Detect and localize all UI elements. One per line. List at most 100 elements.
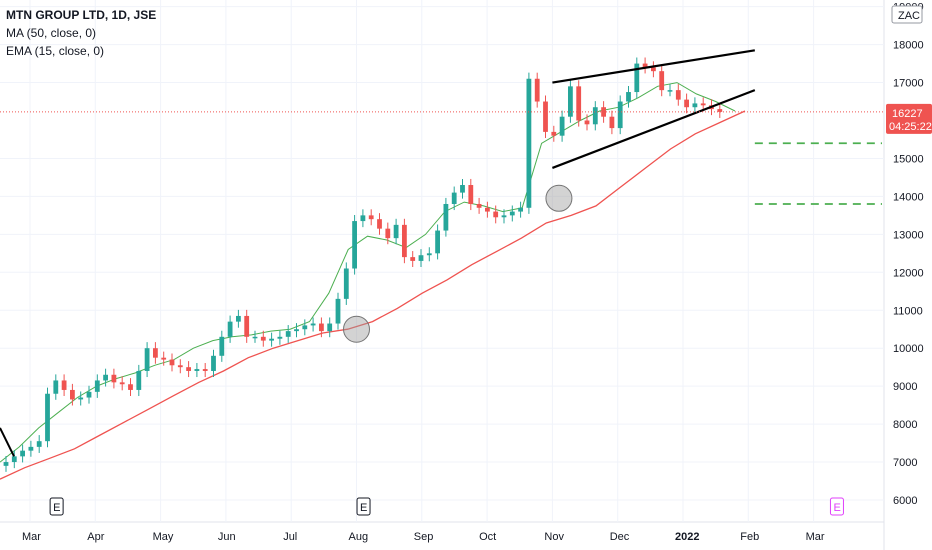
candle-body[interactable] — [518, 207, 523, 212]
candle-body[interactable] — [651, 67, 656, 72]
candle-body[interactable] — [236, 315, 241, 322]
candle-body[interactable] — [435, 230, 440, 254]
candle-body[interactable] — [667, 90, 673, 92]
candle-body[interactable] — [468, 185, 474, 204]
highlight-circle-aug[interactable] — [343, 315, 370, 343]
candle-body[interactable] — [559, 116, 565, 136]
candle-body[interactable] — [136, 370, 142, 390]
candle-body[interactable] — [360, 215, 366, 222]
candle-body[interactable] — [11, 456, 17, 463]
plot-area[interactable] — [0, 0, 884, 522]
candle-body[interactable] — [335, 298, 341, 324]
candle-body[interactable] — [568, 86, 573, 117]
candle-body[interactable] — [61, 380, 67, 390]
candle-body[interactable] — [509, 211, 515, 216]
candle-body[interactable] — [53, 380, 59, 394]
left-partial-trendline[interactable] — [0, 427, 15, 457]
candle-body[interactable] — [202, 369, 208, 371]
ma-indicator-label[interactable]: MA (50, close, 0) — [6, 26, 97, 40]
candle-body[interactable] — [169, 359, 175, 366]
ma50-series-line[interactable] — [0, 110, 746, 480]
candle-body[interactable] — [294, 329, 299, 332]
candle-body[interactable] — [692, 103, 698, 108]
upper-channel-line[interactable] — [552, 49, 756, 84]
candle-body[interactable] — [302, 325, 308, 330]
ema-indicator-label[interactable]: EMA (15, close, 0) — [6, 44, 105, 58]
candle-body[interactable] — [377, 219, 382, 229]
candle-body[interactable] — [418, 255, 424, 261]
candle-body[interactable] — [617, 101, 623, 129]
earnings-marker[interactable] — [356, 497, 371, 516]
candle-body[interactable] — [128, 384, 133, 390]
candle-body[interactable] — [20, 450, 25, 457]
lower-channel-line[interactable] — [552, 89, 756, 169]
candle-body[interactable] — [260, 336, 266, 341]
candle-body[interactable] — [393, 224, 399, 239]
candle-body[interactable] — [675, 90, 681, 100]
candle-body[interactable] — [410, 257, 416, 261]
candle-body[interactable] — [252, 336, 258, 339]
candle-body[interactable] — [319, 323, 324, 332]
chart-title[interactable]: MTN GROUP LTD, 1D, JSE — [6, 8, 157, 22]
candle-body[interactable] — [402, 224, 407, 258]
candle-body[interactable] — [211, 355, 216, 371]
candle-body[interactable] — [277, 336, 283, 339]
candle-body[interactable] — [86, 391, 92, 398]
candle-body[interactable] — [609, 116, 615, 129]
candle-body[interactable] — [476, 203, 482, 208]
candle-body[interactable] — [186, 367, 191, 371]
candle-body[interactable] — [717, 109, 723, 112]
currency-badge[interactable] — [891, 5, 923, 24]
candle-body[interactable] — [352, 221, 357, 269]
candle-body[interactable] — [111, 374, 117, 383]
candle-body[interactable] — [659, 71, 665, 91]
candle-body[interactable] — [28, 446, 34, 451]
highlight-circle-nov[interactable] — [545, 184, 573, 212]
candle-body[interactable] — [45, 393, 50, 442]
candle-body[interactable] — [700, 103, 706, 106]
candle-body[interactable] — [443, 203, 449, 231]
earnings-marker[interactable] — [49, 497, 64, 516]
candle-body[interactable] — [576, 86, 582, 121]
candle-body[interactable] — [485, 207, 490, 212]
last-price-badge[interactable] — [886, 103, 932, 134]
candle-body[interactable] — [534, 78, 540, 102]
candle-body[interactable] — [451, 192, 457, 204]
candle-body[interactable] — [269, 338, 274, 341]
candle-body[interactable] — [194, 369, 200, 371]
candle-body[interactable] — [426, 253, 432, 256]
candle-body[interactable] — [3, 462, 9, 466]
candle-body[interactable] — [343, 268, 349, 299]
candle-body[interactable] — [36, 441, 42, 447]
candle-body[interactable] — [310, 323, 316, 326]
candle-body[interactable] — [634, 63, 640, 93]
candle-body[interactable] — [501, 215, 507, 218]
earnings-marker[interactable] — [829, 497, 844, 516]
candle-body[interactable] — [244, 315, 250, 337]
candle-body[interactable] — [177, 365, 183, 368]
candle-body[interactable] — [543, 101, 548, 132]
candle-body[interactable] — [642, 63, 648, 68]
candle-body[interactable] — [227, 321, 233, 337]
candle-body[interactable] — [460, 185, 465, 193]
candle-body[interactable] — [684, 99, 689, 108]
candle-body[interactable] — [161, 357, 167, 360]
candle-body[interactable] — [119, 382, 125, 385]
candle-body[interactable] — [551, 131, 557, 136]
candle-body[interactable] — [385, 228, 391, 239]
candle-body[interactable] — [626, 92, 631, 102]
candle-body[interactable] — [219, 336, 225, 356]
candle-body[interactable] — [78, 397, 84, 400]
candle-body[interactable] — [70, 389, 75, 400]
candle-body[interactable] — [368, 215, 374, 220]
candle-body[interactable] — [526, 78, 532, 208]
candle-body[interactable] — [144, 348, 150, 371]
candle-body[interactable] — [327, 323, 333, 332]
candle-body[interactable] — [94, 380, 100, 392]
candle-body[interactable] — [153, 348, 158, 358]
candle-body[interactable] — [493, 211, 499, 218]
candle-body[interactable] — [584, 120, 590, 125]
candle-body[interactable] — [285, 331, 291, 337]
candle-body[interactable] — [103, 374, 108, 381]
